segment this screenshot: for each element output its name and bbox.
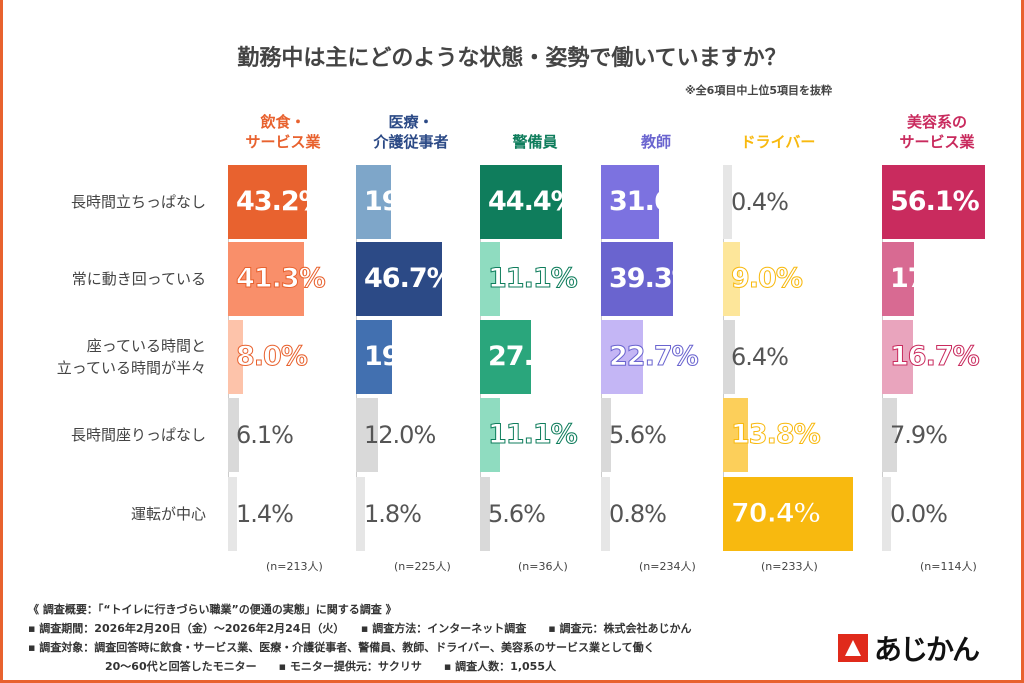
- bar: [356, 242, 442, 316]
- group-header: 飲食・ サービス業: [245, 113, 321, 151]
- data-label: 41.3%: [236, 263, 327, 295]
- ajikan-logo: あじかん: [838, 628, 980, 668]
- data-label: 1.8%: [364, 500, 422, 528]
- sample-size: (n=234人): [639, 560, 696, 573]
- bar: [601, 242, 674, 316]
- survey-footer: 《 調査概要：「“トイレに行きづらい職業”の便通の実態」に関する調査 》 ▪ 調…: [28, 600, 692, 676]
- bar: [601, 320, 643, 394]
- chart-note: ※全6項目中上位5項目を抜粋: [684, 84, 832, 97]
- bar: [480, 398, 501, 472]
- footer-line: 《 調査概要：「“トイレに行きづらい職業”の便通の実態」に関する調査 》: [28, 603, 397, 616]
- sample-size: (n=114人): [920, 560, 977, 573]
- row-label: 常に動き回っている: [71, 270, 206, 288]
- bar: [356, 165, 392, 239]
- data-label: 27.8%: [488, 341, 578, 372]
- sample-size: (n=233人): [761, 560, 818, 573]
- data-label: 17.5%: [890, 263, 980, 294]
- footer-line: 20～60代と回答したモニター ▪ モニター提供元：サクリサ ▪ 調査人数：1,…: [28, 660, 556, 673]
- data-label: 11.1%: [488, 419, 579, 451]
- data-label: 11.1%: [488, 263, 579, 295]
- sample-size: (n=213人): [266, 560, 323, 573]
- bar: [723, 242, 740, 316]
- bar: [601, 398, 612, 472]
- data-label: 19.1%: [364, 186, 454, 217]
- sample-size: (n=225人): [394, 560, 451, 573]
- data-label: 16.7%: [890, 341, 981, 373]
- data-label: 1.4%: [236, 500, 294, 528]
- data-label: 43.2%: [236, 186, 326, 217]
- sample-size: (n=36人): [518, 560, 568, 573]
- bar: [723, 398, 749, 472]
- data-label: 7.9%: [890, 421, 948, 449]
- logo-text: あじかん: [874, 633, 980, 666]
- group-header: ドライバー: [740, 133, 816, 151]
- bar: [356, 477, 365, 551]
- bar: [480, 242, 501, 316]
- data-label: 6.1%: [236, 421, 294, 449]
- data-label: 13.8%: [731, 419, 822, 451]
- footer-line: ▪ 調査対象：調査回答時に飲食・サービス業、医療・介護従事者、警備員、教師、ドラ…: [28, 641, 655, 654]
- row-label: 運転が中心: [130, 505, 206, 523]
- row-label: 座っている時間と 立っている時間が半々: [56, 337, 206, 377]
- data-label: 19.5%: [364, 341, 454, 372]
- bar: [228, 320, 243, 394]
- data-label: 9.0%: [731, 263, 804, 295]
- bar: [882, 242, 915, 316]
- bar: [882, 320, 913, 394]
- bar: [601, 477, 610, 551]
- bar: [723, 165, 732, 239]
- bar: [480, 320, 532, 394]
- data-label: 0.0%: [890, 500, 948, 528]
- data-label: 56.1%: [890, 186, 980, 217]
- bar: [882, 477, 891, 551]
- bar: [723, 477, 853, 551]
- bar: [723, 320, 735, 394]
- data-label: 46.7%: [364, 263, 454, 294]
- bar: [882, 398, 897, 472]
- data-label: 8.0%: [236, 341, 309, 373]
- group-header: 警備員: [512, 133, 558, 151]
- logo-mark-icon: [838, 634, 868, 662]
- data-label: 44.4%: [488, 186, 578, 217]
- bar: [228, 165, 308, 239]
- bar: [228, 477, 237, 551]
- bar: [480, 165, 562, 239]
- data-label: 22.7%: [609, 341, 700, 373]
- bar: [882, 165, 986, 239]
- data-label: 39.3%: [609, 263, 699, 294]
- bar: [356, 320, 392, 394]
- group-header: 医療・ 介護従事者: [373, 113, 449, 151]
- data-label: 0.4%: [731, 188, 789, 216]
- data-label: 31.6%: [609, 186, 699, 217]
- data-label: 6.4%: [731, 343, 789, 371]
- bar: [356, 398, 379, 472]
- row-label: 長時間立ちっぱなし: [70, 193, 206, 211]
- group-header: 教師: [640, 133, 671, 151]
- data-label: 0.8%: [609, 500, 667, 528]
- bar: [601, 165, 660, 239]
- data-label: 5.6%: [609, 421, 667, 449]
- bar: [228, 398, 240, 472]
- chart-title: 勤務中は主にどのような状態・姿勢で働いていますか？: [237, 46, 787, 71]
- bar: [228, 242, 304, 316]
- group-header: 美容系の サービス業: [899, 113, 975, 151]
- data-label: 5.6%: [488, 500, 546, 528]
- row-label: 長時間座りっぱなし: [70, 426, 206, 444]
- data-label: 12.0%: [364, 421, 436, 449]
- footer-line: ▪ 調査期間：2026年2月20日（金）～2026年2月24日（火） ▪ 調査方…: [28, 622, 692, 635]
- data-label: 70.4%: [731, 498, 822, 530]
- bar: [480, 477, 491, 551]
